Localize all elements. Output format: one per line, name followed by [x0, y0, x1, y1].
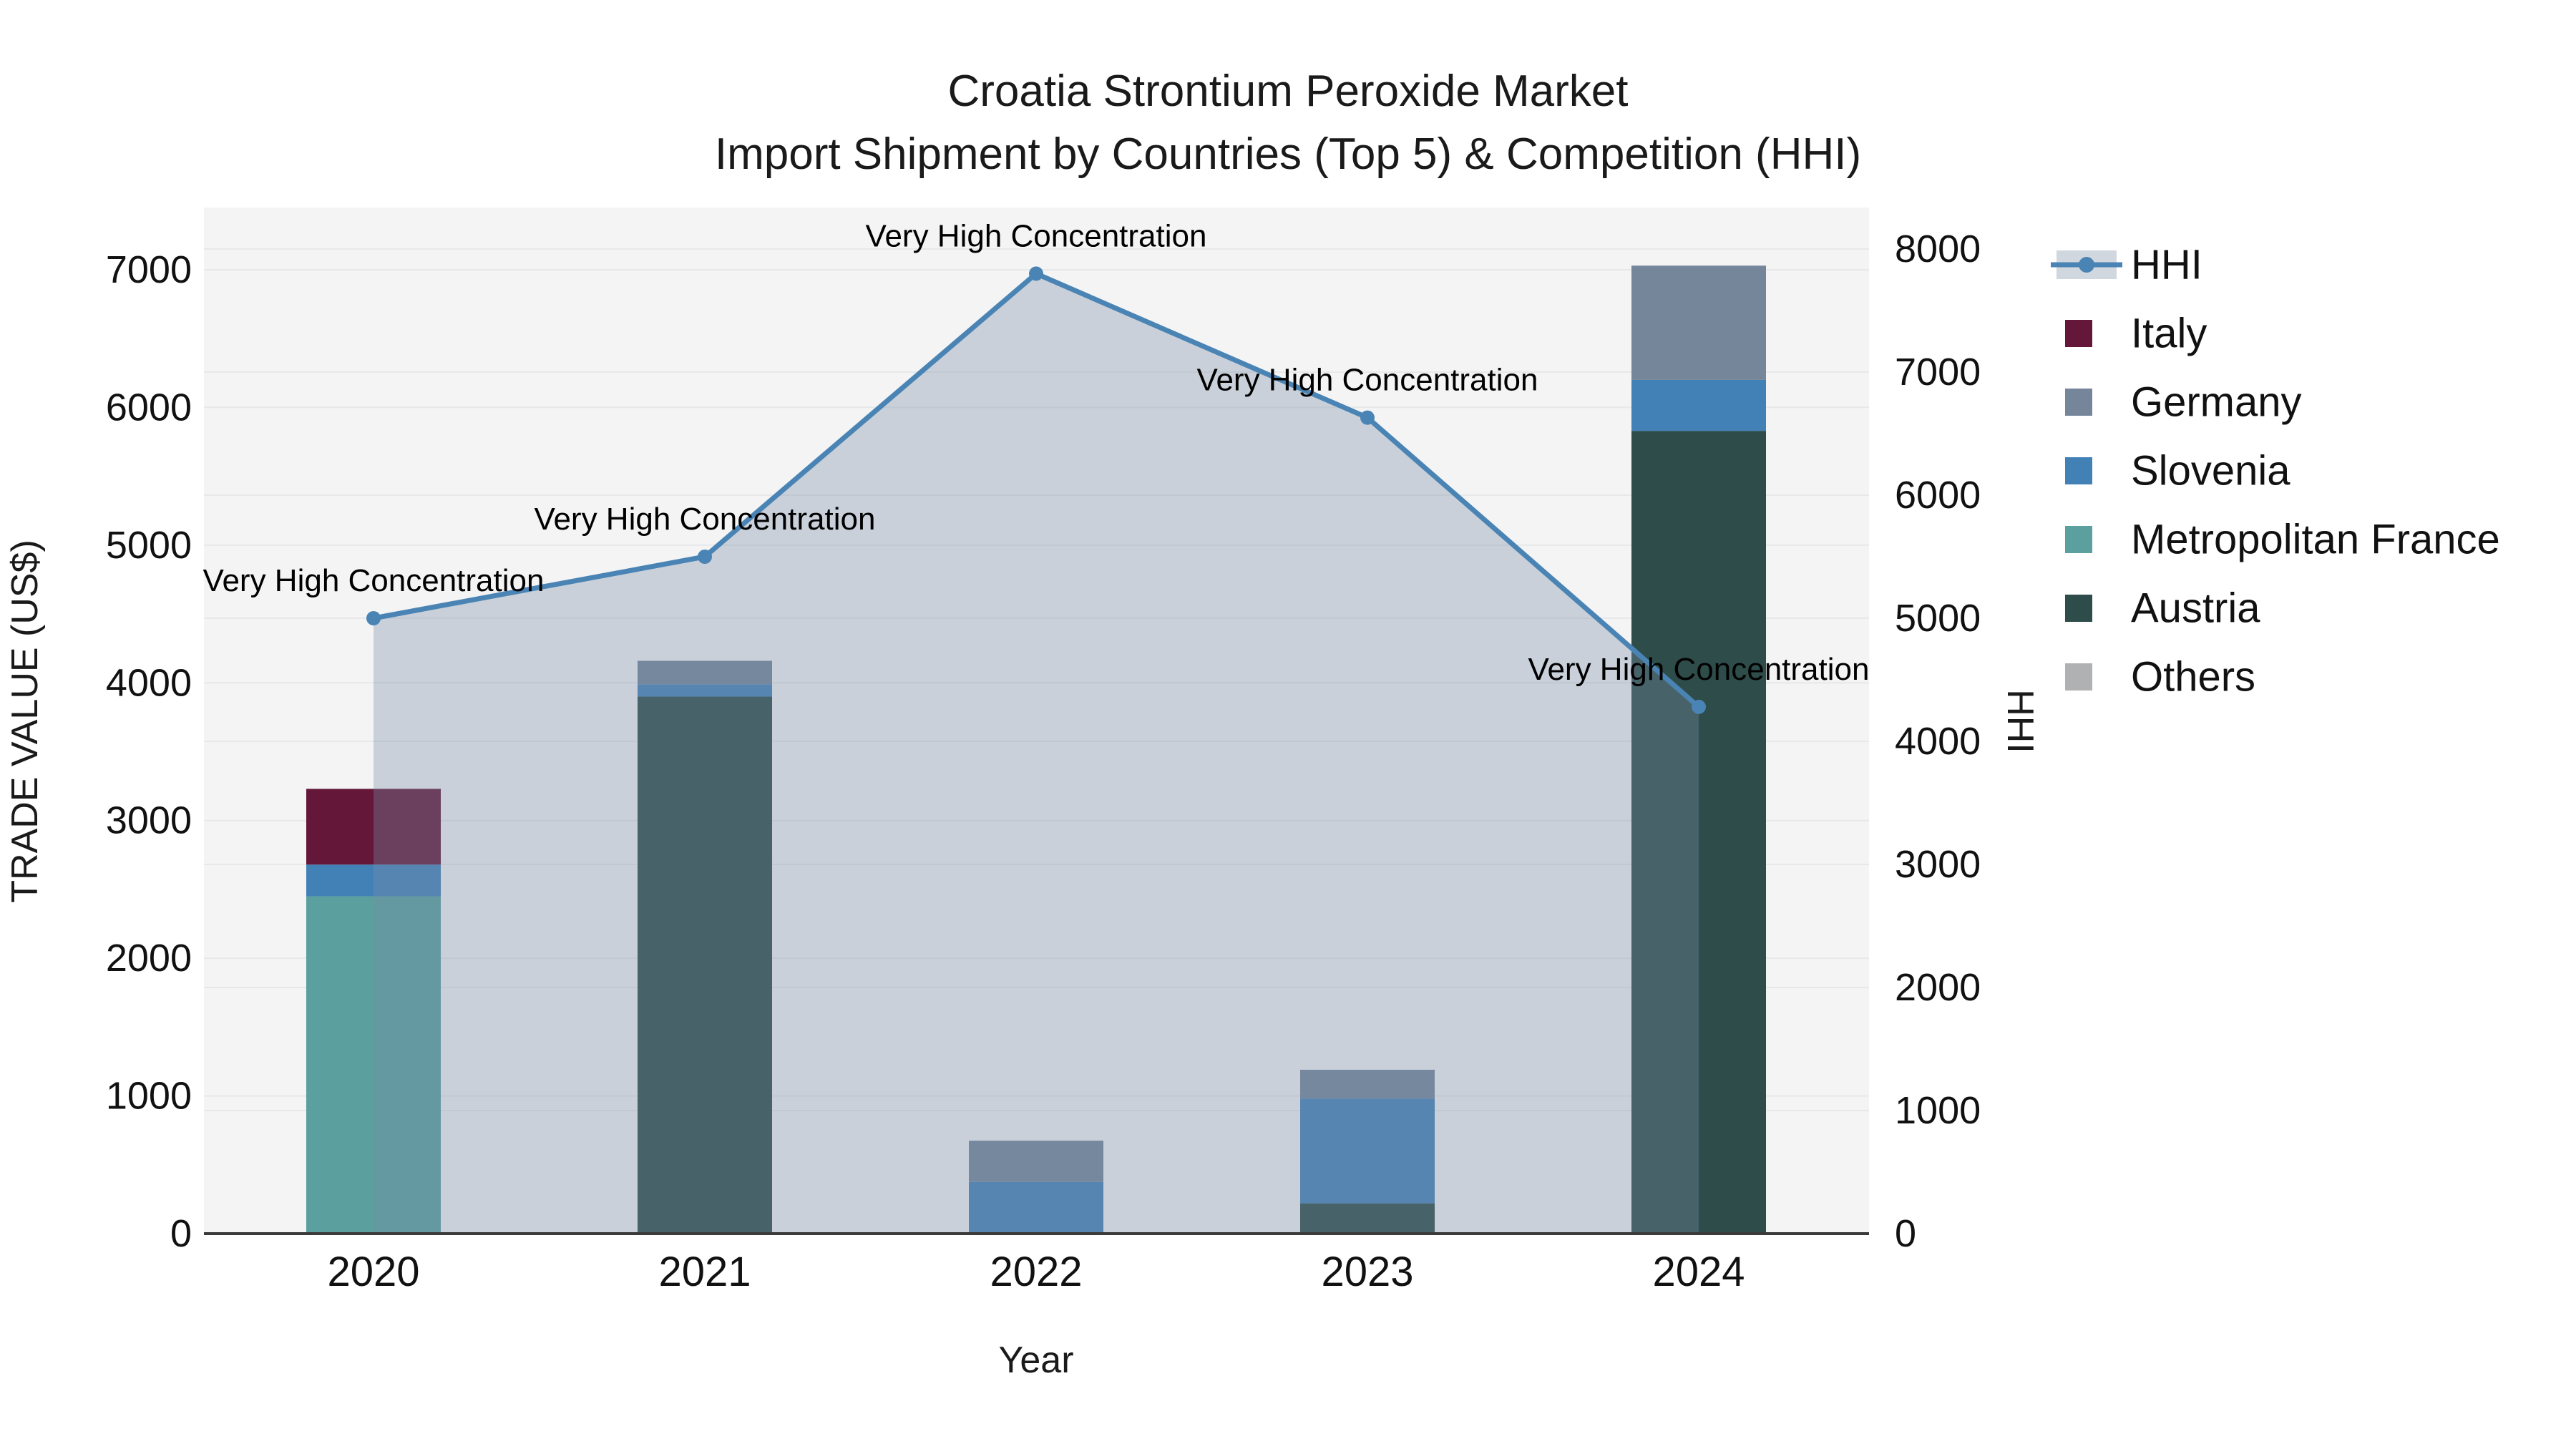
legend-label-germany: Germany — [2131, 379, 2302, 426]
hhi-point-2023 — [1360, 410, 1375, 425]
hhi-annotation-2022: Very High Concentration — [866, 218, 1207, 253]
hhi-area-fill — [374, 273, 1699, 1234]
right-tick-6000: 6000 — [1895, 474, 1981, 517]
right-tick-8000: 8000 — [1895, 228, 1981, 270]
right-axis-title: HHI — [1999, 689, 2041, 753]
right-tick-0: 0 — [1895, 1212, 1916, 1255]
left-tick-3000: 3000 — [106, 799, 192, 842]
legend-item-italy: Italy — [2065, 311, 2207, 357]
left-axis-title: TRADE VALUE (US$) — [4, 540, 46, 903]
right-tick-5000: 5000 — [1895, 597, 1981, 640]
left-tick-6000: 6000 — [106, 386, 192, 429]
legend-swatch-austria — [2065, 595, 2092, 622]
left-tick-5000: 5000 — [106, 524, 192, 567]
right-tick-1000: 1000 — [1895, 1089, 1981, 1132]
left-tick-1000: 1000 — [106, 1075, 192, 1118]
legend-item-hhi: HHI — [2051, 242, 2202, 288]
bar-segment-austria-2023 — [1300, 1203, 1435, 1234]
right-axis-ticks: 0 1000 2000 3000 4000 5000 6000 7000 8000 — [1895, 228, 1981, 1255]
x-tick-2023: 2023 — [1321, 1249, 1413, 1295]
x-tick-2022: 2022 — [990, 1249, 1082, 1295]
left-tick-4000: 4000 — [106, 661, 192, 704]
hhi-point-2021 — [698, 550, 712, 564]
legend-swatch-italy — [2065, 320, 2092, 347]
legend-hhi-marker — [2079, 257, 2094, 273]
annotations-group: Very High Concentration Very High Concent… — [203, 218, 1870, 686]
left-tick-7000: 7000 — [106, 248, 192, 291]
bar-segment-metropolitan-france-2020 — [306, 896, 441, 1234]
hhi-point-2024 — [1692, 699, 1706, 714]
stacked-bars-group — [306, 265, 1766, 1234]
legend-label-slovenia: Slovenia — [2131, 448, 2290, 494]
bar-segment-slovenia-2020 — [306, 864, 441, 897]
bar-segment-slovenia-2022 — [969, 1181, 1103, 1234]
left-tick-0: 0 — [170, 1212, 192, 1255]
x-axis-title: Year — [998, 1340, 1073, 1381]
bar-segment-italy-2020 — [306, 789, 441, 865]
legend-item-others: Others — [2065, 654, 2255, 701]
bar-segment-austria-2021 — [638, 696, 772, 1234]
legend: HHI Italy Germany Slovenia Metropolitan Fran… — [2051, 242, 2500, 701]
right-tick-7000: 7000 — [1895, 351, 1981, 394]
x-tick-2020: 2020 — [327, 1249, 419, 1295]
hhi-annotation-2024: Very High Concentration — [1528, 652, 1870, 687]
legend-label-others: Others — [2131, 654, 2255, 701]
gridlines — [204, 248, 1869, 1111]
legend-item-metropolitan-france: Metropolitan France — [2065, 517, 2500, 563]
right-tick-4000: 4000 — [1895, 720, 1981, 763]
x-tick-2024: 2024 — [1652, 1249, 1745, 1295]
legend-swatch-germany — [2065, 389, 2092, 416]
bar-segment-germany-2022 — [969, 1141, 1103, 1182]
hhi-annotation-2021: Very High Concentration — [535, 502, 876, 537]
chart-title-line-1: Croatia Strontium Peroxide Market — [947, 67, 1628, 116]
legend-swatch-others — [2065, 663, 2092, 691]
legend-label-austria: Austria — [2131, 585, 2260, 632]
hhi-point-2022 — [1029, 266, 1043, 281]
bar-segment-slovenia-2024 — [1631, 379, 1766, 431]
hhi-annotation-2020: Very High Concentration — [203, 563, 545, 598]
hhi-annotation-2023: Very High Concentration — [1197, 363, 1538, 398]
right-tick-2000: 2000 — [1895, 966, 1981, 1009]
bar-segment-germany-2024 — [1631, 265, 1766, 380]
bar-segment-germany-2023 — [1300, 1070, 1435, 1099]
bar-segment-austria-2024 — [1631, 431, 1766, 1234]
x-axis-ticks: 2020 2021 2022 2023 2024 — [327, 1249, 1745, 1295]
bar-segment-slovenia-2021 — [638, 684, 772, 697]
hhi-point-2020 — [366, 611, 381, 625]
x-tick-2021: 2021 — [658, 1249, 751, 1295]
legend-label-italy: Italy — [2131, 311, 2207, 357]
bar-segment-slovenia-2023 — [1300, 1098, 1435, 1204]
right-tick-3000: 3000 — [1895, 843, 1981, 886]
legend-item-germany: Germany — [2065, 379, 2302, 426]
left-axis-ticks: 0 1000 2000 3000 4000 5000 6000 7000 — [106, 248, 192, 1255]
chart-title-line-2: Import Shipment by Countries (Top 5) & C… — [715, 130, 1861, 179]
legend-item-austria: Austria — [2065, 585, 2260, 632]
hhi-area-polygon — [374, 273, 1699, 1234]
legend-swatch-metropolitan-france — [2065, 526, 2092, 553]
legend-label-hhi: HHI — [2131, 242, 2202, 288]
bar-segment-germany-2021 — [638, 660, 772, 685]
legend-swatch-slovenia — [2065, 457, 2092, 484]
left-tick-2000: 2000 — [106, 937, 192, 980]
legend-label-metropolitan-france: Metropolitan France — [2131, 517, 2500, 563]
plot-background — [204, 208, 1869, 1234]
hhi-line-group — [366, 266, 1706, 714]
legend-item-slovenia: Slovenia — [2065, 448, 2290, 494]
